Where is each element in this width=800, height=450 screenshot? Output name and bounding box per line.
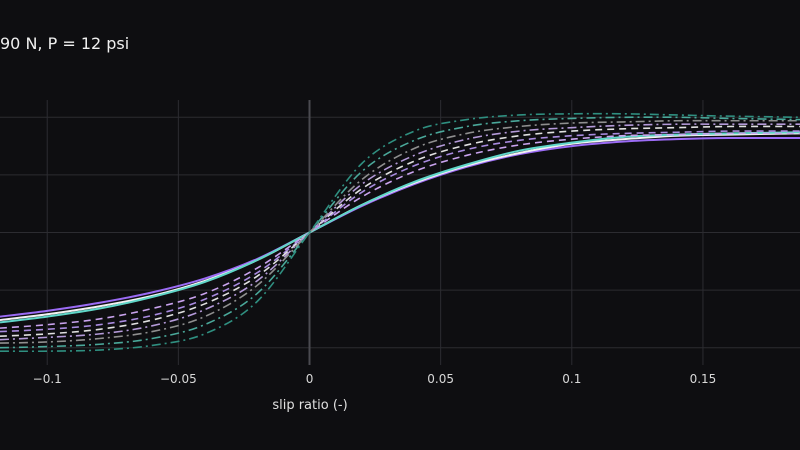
x-tick-labels: −0.1 −0.05 0 0.05 0.1 0.15 [33, 372, 717, 386]
series-line-7 [0, 119, 800, 344]
series-line-9 [0, 112, 800, 353]
x-tick-label-3: 0.05 [427, 372, 454, 386]
series-lines [0, 112, 800, 353]
x-axis-label: slip ratio (-) [272, 398, 348, 413]
x-tick-label-0: −0.1 [33, 372, 62, 386]
x-tick-label-1: −0.05 [160, 372, 197, 386]
series-line-0 [0, 136, 800, 318]
series-line-8 [0, 116, 800, 349]
x-tick-label-4: 0.1 [562, 372, 581, 386]
series-line-3 [0, 132, 800, 329]
series-line-1 [0, 132, 800, 322]
x-tick-label-2: 0 [306, 372, 314, 386]
series-line-6 [0, 123, 800, 341]
grid-lines [0, 100, 800, 365]
series-line-2 [0, 131, 800, 324]
series-line-4 [0, 130, 800, 333]
x-tick-label-5: 0.15 [690, 372, 717, 386]
chart-title: 90 N, P = 12 psi [0, 34, 130, 53]
